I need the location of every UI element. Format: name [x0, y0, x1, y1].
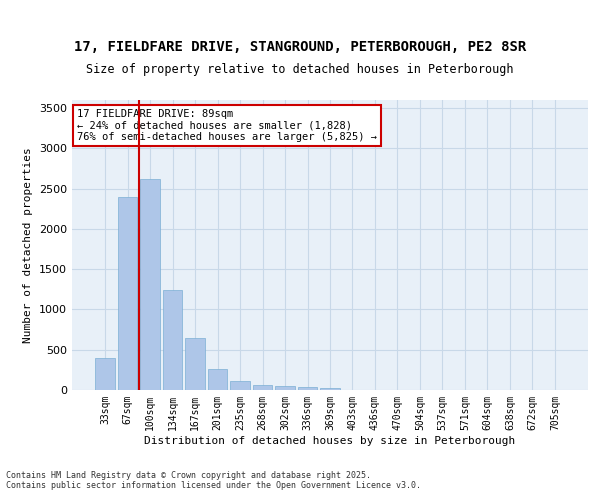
- Bar: [298, 387, 317, 390]
- Text: Contains HM Land Registry data © Crown copyright and database right 2025.
Contai: Contains HM Land Registry data © Crown c…: [6, 470, 421, 490]
- X-axis label: Distribution of detached houses by size in Peterborough: Distribution of detached houses by size …: [145, 436, 515, 446]
- Bar: [230, 381, 250, 390]
- Bar: [320, 388, 340, 390]
- Bar: [140, 179, 160, 390]
- Text: 17 FIELDFARE DRIVE: 89sqm
← 24% of detached houses are smaller (1,828)
76% of se: 17 FIELDFARE DRIVE: 89sqm ← 24% of detac…: [77, 108, 377, 142]
- Bar: [185, 338, 205, 390]
- Bar: [253, 385, 272, 390]
- Text: 17, FIELDFARE DRIVE, STANGROUND, PETERBOROUGH, PE2 8SR: 17, FIELDFARE DRIVE, STANGROUND, PETERBO…: [74, 40, 526, 54]
- Bar: [275, 386, 295, 390]
- Bar: [95, 358, 115, 390]
- Bar: [208, 369, 227, 390]
- Text: Size of property relative to detached houses in Peterborough: Size of property relative to detached ho…: [86, 62, 514, 76]
- Bar: [118, 196, 137, 390]
- Bar: [163, 290, 182, 390]
- Y-axis label: Number of detached properties: Number of detached properties: [23, 147, 34, 343]
